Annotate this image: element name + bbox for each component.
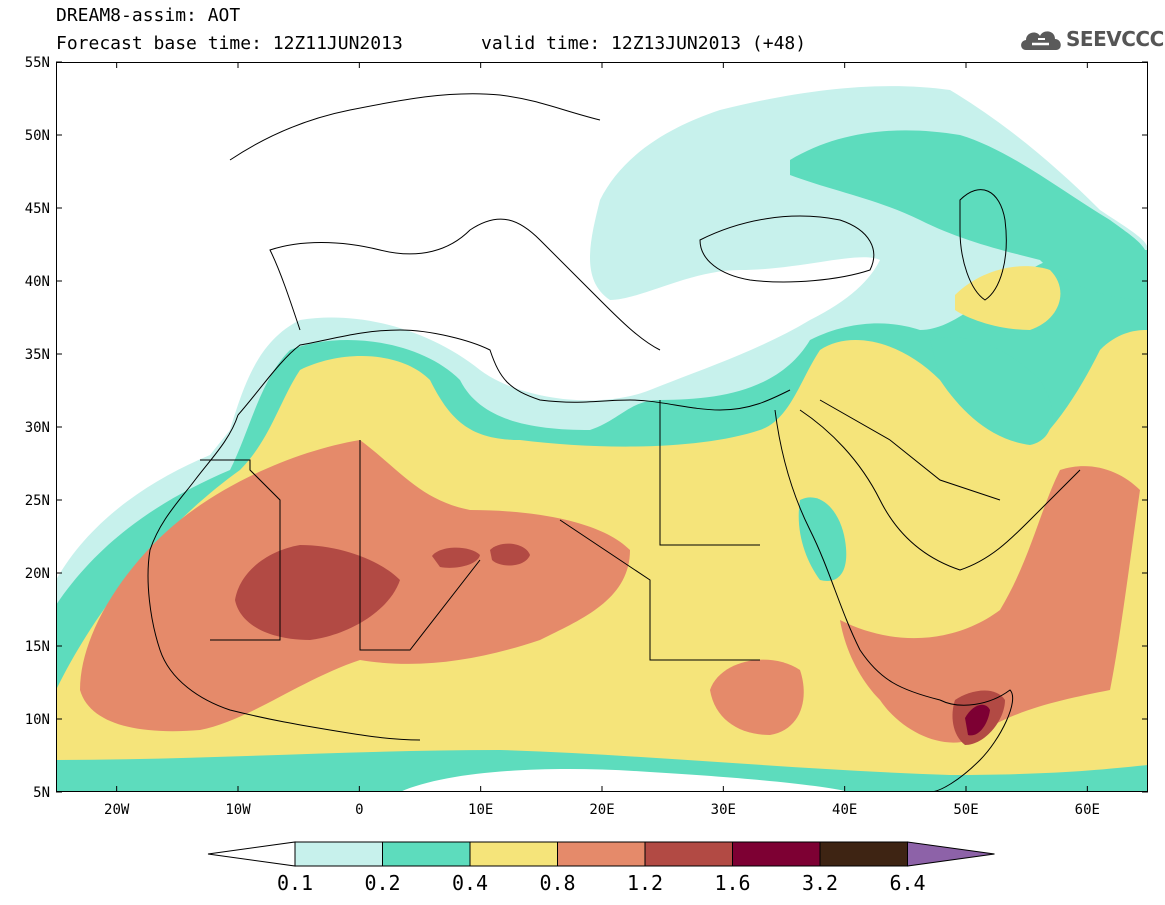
colorbar-swatch xyxy=(557,841,646,867)
aot-field-0.2-redsea xyxy=(798,497,847,581)
coast-nw-africa xyxy=(237,329,791,416)
border-sudan xyxy=(559,519,760,661)
colorbar-swatch xyxy=(819,841,908,867)
lat-label: 30N xyxy=(25,420,50,436)
lon-label: 50E xyxy=(953,802,978,818)
lat-label: 55N xyxy=(25,55,50,71)
aot-field-0.2-iran xyxy=(930,337,1053,445)
title-line1: DREAM8-assim: AOT xyxy=(56,5,241,26)
colorbar-label: 3.2 xyxy=(802,871,838,895)
colorbar-swatch xyxy=(382,841,471,867)
colorbar-under-arrow xyxy=(207,841,296,867)
colorbar-label: 0.1 xyxy=(277,871,313,895)
latitude-axis: 55N 50N 45N 40N 35N 30N 25N 20N 15N 10N 5N xyxy=(25,55,1148,801)
colorbar-swatch xyxy=(644,841,733,867)
aot-field-1.2-niger xyxy=(432,547,480,568)
lon-label: 40E xyxy=(832,802,857,818)
colorbar-label: 0.2 xyxy=(364,871,400,895)
coastlines xyxy=(147,93,1081,792)
lat-label: 25N xyxy=(25,493,50,509)
lat-label: 35N xyxy=(25,347,50,363)
lat-label: 15N xyxy=(25,639,50,655)
map-frame xyxy=(56,62,1148,792)
lat-label: 50N xyxy=(25,128,50,144)
coast-arabia xyxy=(799,409,1081,571)
lat-label: 45N xyxy=(25,201,50,217)
lon-label: 10W xyxy=(225,802,251,818)
border-arabia xyxy=(819,399,1001,501)
lon-label: 20W xyxy=(104,802,130,818)
aot-field-0.8-arabia xyxy=(840,466,1140,743)
aot-field-0.2-east xyxy=(790,130,1148,300)
colorbar-over-arrow xyxy=(907,841,995,867)
lon-label: 10E xyxy=(468,802,493,818)
colorbar-swatch xyxy=(469,841,558,867)
colorbar-label: 0.8 xyxy=(539,871,575,895)
aot-fields xyxy=(56,86,1148,792)
colorbar: 0.1 0.2 0.4 0.8 1.2 1.6 3.2 6.4 xyxy=(207,841,995,895)
lon-label: 60E xyxy=(1075,802,1100,818)
coast-europe-south xyxy=(269,218,661,351)
lon-label: 0 xyxy=(355,802,363,818)
cloud-icon xyxy=(1021,31,1061,50)
colorbar-label: 1.2 xyxy=(627,871,663,895)
chart-subtitle: Forecast base time: 12Z11JUN2013 valid ti… xyxy=(56,33,806,54)
valid-time: valid time: 12Z13JUN2013 (+48) xyxy=(481,33,807,54)
aot-field-1.2-chad xyxy=(490,543,530,566)
coast-black-sea xyxy=(699,215,875,283)
aot-field-1.2-sahara xyxy=(235,545,400,640)
coast-west-africa xyxy=(147,414,421,741)
lat-label: 5N xyxy=(33,785,50,801)
lat-label: 10N xyxy=(25,712,50,728)
border-sahara-2 xyxy=(359,440,481,651)
coast-north-europe xyxy=(229,93,601,161)
chart-title: DREAM8-assim: AOT xyxy=(56,6,240,26)
coast-red-sea xyxy=(774,409,941,701)
coast-caspian xyxy=(959,189,1007,301)
border-sahara-1 xyxy=(200,459,281,641)
aot-field-0.1-south xyxy=(400,769,850,792)
aot-field-0.4-caspian xyxy=(955,266,1061,330)
lon-label: 20E xyxy=(589,802,614,818)
forecast-base-time: Forecast base time: 12Z11JUN2013 xyxy=(56,33,403,54)
aot-field-1.6-somalia xyxy=(965,704,990,736)
lon-label: 30E xyxy=(711,802,736,818)
aot-field-0.8-ethiopia xyxy=(710,659,804,735)
colorbar-swatch xyxy=(732,841,821,867)
colorbar-label: 6.4 xyxy=(889,871,925,895)
border-libya-egypt xyxy=(659,400,760,546)
colorbar-label: 1.6 xyxy=(714,871,750,895)
seevccc-logo: SEEVCCC xyxy=(1018,24,1164,54)
logo-text: SEEVCCC xyxy=(1066,27,1164,51)
lat-label: 20N xyxy=(25,566,50,582)
colorbar-swatch xyxy=(294,841,383,867)
lat-label: 40N xyxy=(25,274,50,290)
coast-horn xyxy=(929,689,1014,792)
colorbar-label: 0.4 xyxy=(452,871,488,895)
